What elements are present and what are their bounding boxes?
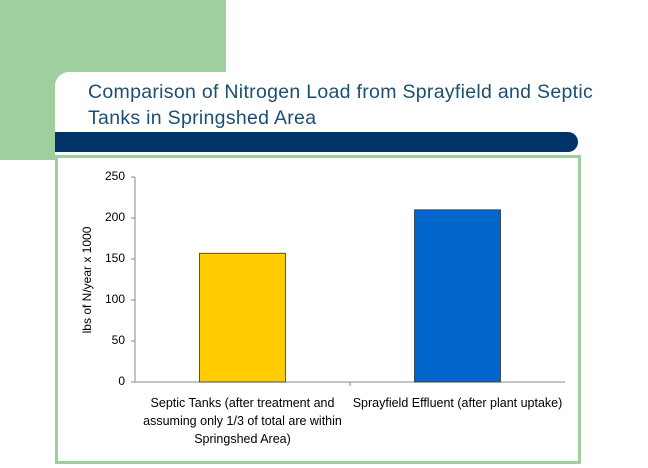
- x-tick-label: Septic Tanks (after treatment and assumi…: [143, 396, 342, 446]
- y-tick-label: 50: [112, 333, 126, 347]
- chart-title: Comparison of Nitrogen Load from Sprayfi…: [88, 81, 594, 129]
- y-tick-label: 0: [118, 374, 125, 388]
- x-tick-label: Sprayfield Effluent (after plant uptake): [352, 396, 563, 410]
- y-tick-label: 250: [105, 169, 125, 183]
- y-tick-label: 150: [105, 251, 125, 265]
- y-axis-label: lbs of N/year x 1000: [80, 226, 94, 333]
- y-tick-label: 100: [105, 292, 125, 306]
- bar: [414, 209, 501, 383]
- bar: [199, 252, 286, 383]
- chart-frame: [55, 155, 581, 464]
- title-bar: [55, 132, 578, 152]
- y-tick-label: 200: [105, 210, 125, 224]
